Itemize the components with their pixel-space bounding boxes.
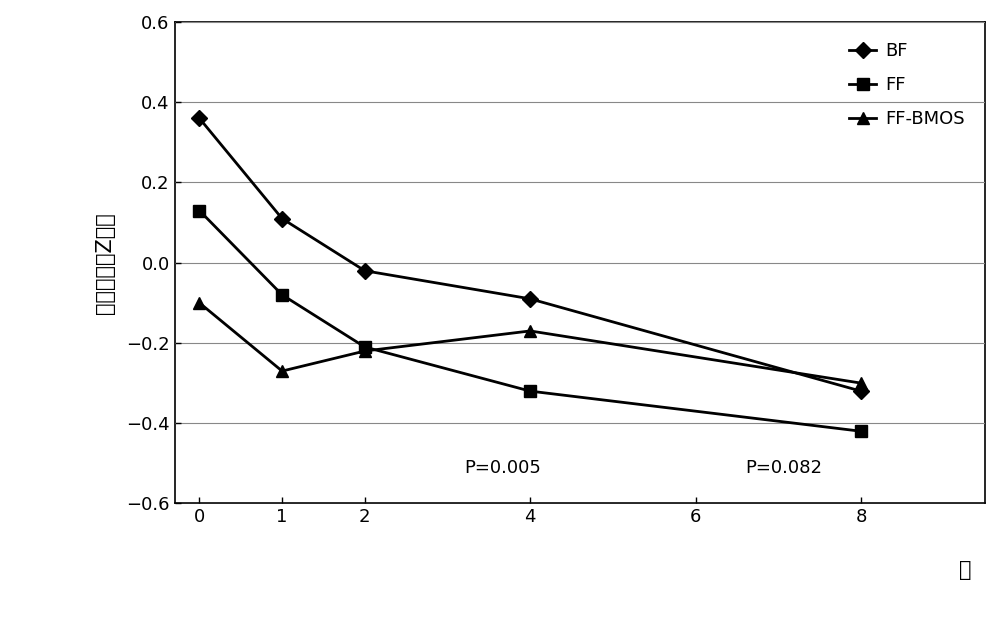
BF <box>524 295 536 302</box>
BF <box>359 267 371 275</box>
BF <box>855 387 867 395</box>
FF-BMOS <box>276 367 288 375</box>
Line: FF: FF <box>194 205 867 437</box>
FF <box>193 207 205 214</box>
FF-BMOS <box>855 379 867 387</box>
BF <box>193 115 205 122</box>
Y-axis label: 年龄别体重Z评分: 年龄别体重Z评分 <box>95 212 115 314</box>
Line: FF-BMOS: FF-BMOS <box>194 297 867 389</box>
FF <box>855 428 867 435</box>
BF <box>276 215 288 222</box>
FF <box>359 343 371 351</box>
Line: BF: BF <box>194 113 867 397</box>
Legend: BF, FF, FF-BMOS: BF, FF, FF-BMOS <box>839 31 976 139</box>
Text: P=0.082: P=0.082 <box>745 459 822 478</box>
FF <box>276 291 288 299</box>
FF-BMOS <box>193 299 205 307</box>
FF-BMOS <box>359 347 371 355</box>
Text: 周: 周 <box>959 560 972 580</box>
FF-BMOS <box>524 327 536 335</box>
FF <box>524 387 536 395</box>
Text: P=0.005: P=0.005 <box>464 459 541 478</box>
